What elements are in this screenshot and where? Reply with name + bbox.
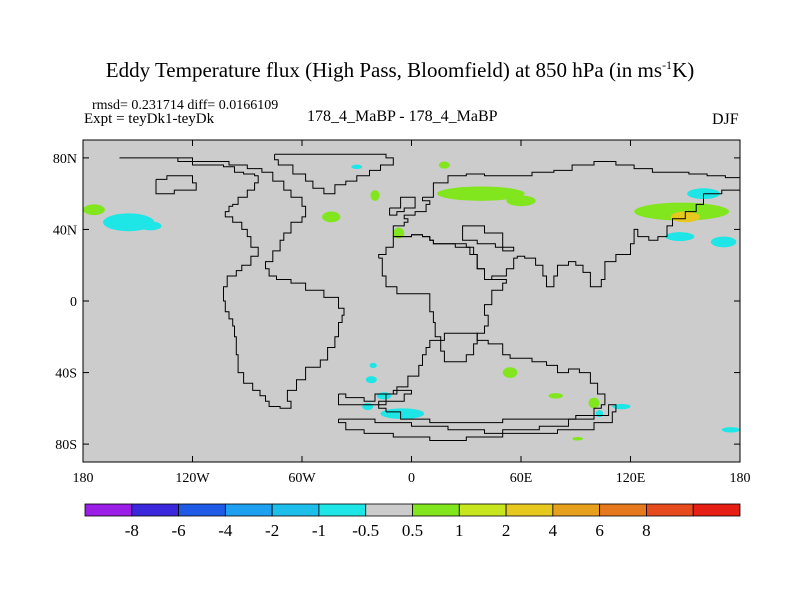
anomaly-patch-24 bbox=[612, 403, 631, 410]
colorbar-label-5: -0.5 bbox=[352, 521, 379, 540]
x-tick-label-0: 180 bbox=[73, 471, 94, 486]
colorbar-label-0: -8 bbox=[125, 521, 139, 540]
plot-background bbox=[83, 140, 740, 462]
anomaly-patch-16 bbox=[365, 376, 377, 384]
anomaly-patch-9 bbox=[506, 195, 536, 207]
anomaly-patch-13 bbox=[665, 232, 695, 242]
coastline-8 bbox=[338, 404, 617, 441]
title-superscript: -1 bbox=[662, 58, 673, 72]
colorbar-label-7: 1 bbox=[455, 521, 464, 540]
case-subtitle: 178_4_MaBP - 178_4_MaBP bbox=[307, 108, 498, 125]
anomaly-patch-22 bbox=[588, 397, 600, 409]
colorbar-label-11: 8 bbox=[642, 521, 651, 540]
colorbar-label-4: -1 bbox=[312, 521, 326, 540]
anomaly-patch-15 bbox=[369, 362, 377, 369]
anomaly-patch-3 bbox=[351, 164, 363, 169]
colorbar-label-9: 4 bbox=[549, 521, 558, 540]
anomaly-patch-5 bbox=[322, 211, 341, 223]
anomaly-patch-26 bbox=[572, 436, 584, 441]
y-tick-label-3: 40S bbox=[55, 367, 77, 382]
x-tick-label-5: 120E bbox=[616, 471, 646, 486]
anomaly-patch-6 bbox=[393, 227, 405, 239]
x-tick-label-3: 0 bbox=[408, 471, 415, 486]
colorbar-box-8 bbox=[458, 503, 507, 517]
colorbar-box-9 bbox=[505, 503, 554, 517]
anomaly-patch-7 bbox=[438, 161, 450, 169]
x-tick-label-2: 60W bbox=[288, 471, 316, 486]
colorbar-label-2: -4 bbox=[218, 521, 233, 540]
colorbar-box-7 bbox=[412, 503, 460, 517]
anomaly-patch-2 bbox=[83, 204, 105, 216]
coastline-3 bbox=[389, 196, 416, 216]
coastline-7 bbox=[378, 332, 606, 424]
y-tick-label-1: 40N bbox=[53, 223, 77, 238]
colorbar-box-2 bbox=[178, 503, 226, 517]
coastline-2 bbox=[155, 175, 197, 195]
anomaly-patch-18 bbox=[380, 408, 425, 420]
stats-line: rmsd= 0.231714 diff= 0.0166109 bbox=[92, 98, 279, 113]
coastline-9 bbox=[338, 389, 412, 406]
coastline-6 bbox=[462, 225, 515, 252]
anomaly-patch-1 bbox=[139, 221, 162, 231]
colorbar-label-1: -6 bbox=[171, 521, 185, 540]
colorbar-label-10: 6 bbox=[595, 521, 604, 540]
anomaly-patch-10 bbox=[634, 202, 730, 221]
anomaly-patch-8 bbox=[437, 186, 525, 201]
axis-ticks: 180 120W 60W 0 60E 120E 180 80N 40N 0 40S 80S bbox=[53, 140, 751, 486]
x-tick-label-4: 60E bbox=[510, 471, 533, 486]
y-tick-label-4: 80S bbox=[55, 438, 77, 453]
colorbar-box-5 bbox=[318, 503, 367, 517]
colorbar-label-8: 2 bbox=[502, 521, 511, 540]
anomaly-patch-25 bbox=[721, 427, 740, 433]
colorbar-labels: -8 -6 -4 -2 -1 -0.5 0.5 1 2 4 6 8 bbox=[125, 521, 651, 540]
x-tick-label-6: 180 bbox=[730, 471, 751, 486]
chart-title: Eddy Temperature flux (High Pass, Bloomf… bbox=[0, 58, 800, 83]
colorbar-label-3: -2 bbox=[265, 521, 279, 540]
colorbar-box-10 bbox=[552, 503, 601, 517]
colorbar-box-6 bbox=[365, 503, 413, 517]
anomaly-patch-21 bbox=[548, 393, 563, 399]
colorbar-box-0 bbox=[84, 503, 133, 517]
coastline-layer bbox=[119, 153, 740, 441]
coastline-5 bbox=[378, 234, 507, 363]
colorbar-box-12 bbox=[646, 503, 694, 517]
y-tick-label-0: 80N bbox=[53, 152, 77, 167]
anomaly-patch-4 bbox=[370, 190, 380, 201]
coastline-0 bbox=[274, 153, 394, 195]
colorbar-box-11 bbox=[599, 503, 647, 517]
x-tick-label-1: 120W bbox=[175, 471, 210, 486]
anomaly-patch-14 bbox=[710, 236, 737, 248]
y-tick-label-2: 0 bbox=[70, 295, 77, 310]
colorbar-box-3 bbox=[224, 503, 273, 517]
coastline-1 bbox=[119, 157, 345, 409]
colorbar-box-1 bbox=[131, 503, 179, 517]
colorbar-box-13 bbox=[692, 503, 741, 517]
experiment-label: Expt = teyDk1-teyDk bbox=[84, 111, 215, 127]
colorbar-box-4 bbox=[271, 503, 320, 517]
colorbar-label-6: 0.5 bbox=[402, 521, 423, 540]
anomaly-patch-20 bbox=[502, 367, 518, 378]
title-end: K) bbox=[672, 58, 695, 82]
title-main: Eddy Temperature flux (High Pass, Bloomf… bbox=[105, 58, 663, 82]
anomaly-layer bbox=[83, 161, 740, 441]
season-label: DJF bbox=[712, 111, 739, 128]
colorbar-boxes bbox=[84, 503, 741, 517]
